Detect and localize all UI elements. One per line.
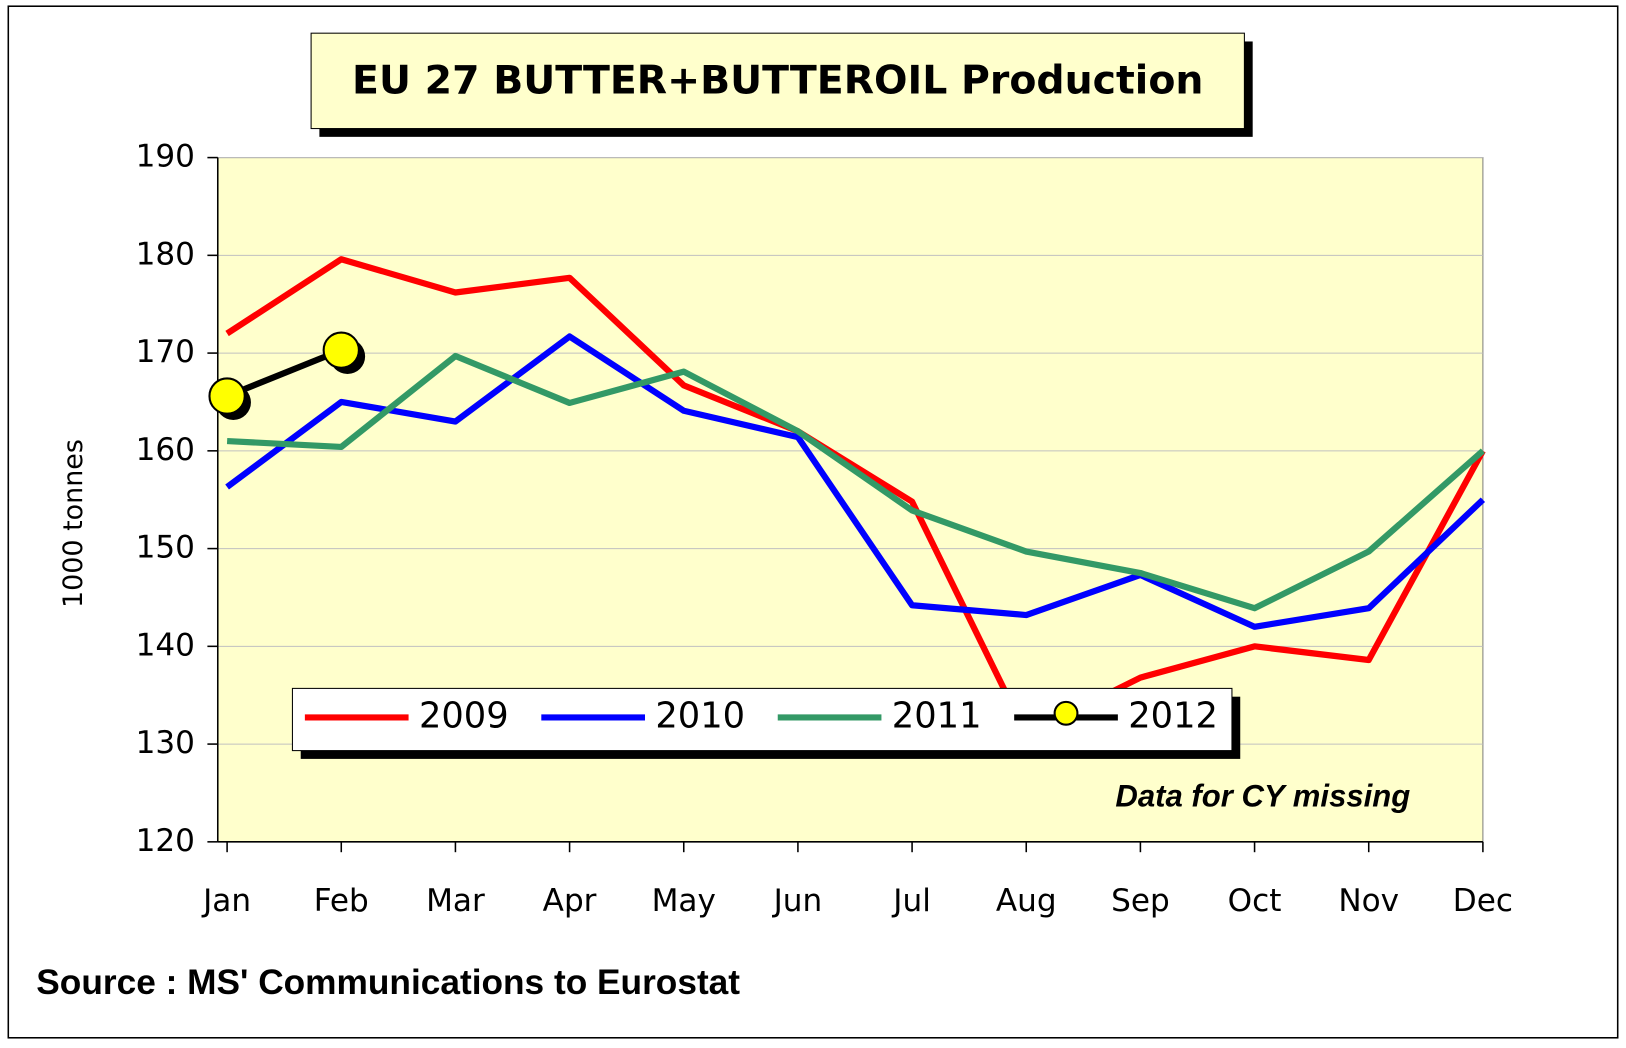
x-tick-label: Oct — [1228, 883, 1282, 919]
x-tick-label: Dec — [1453, 883, 1513, 919]
x-tick-label: Sep — [1111, 883, 1170, 919]
y-tick-label: 140 — [136, 627, 195, 663]
x-tick-label: Jul — [891, 883, 931, 919]
x-tick-label: Apr — [543, 883, 597, 919]
plot-area: 120 130 140 150 160 170 180 190 Jan Feb Mar Apr May J… — [136, 139, 1513, 919]
y-tick-label: 150 — [136, 530, 195, 566]
annotation: Data for CY missing — [1115, 779, 1410, 814]
y-tick-label: 130 — [136, 725, 195, 761]
y-axis-label: 1000 tonnes — [58, 439, 89, 608]
marker — [322, 331, 360, 369]
y-tick-label: 180 — [136, 236, 195, 272]
series-line — [226, 352, 1485, 612]
series-line — [225, 333, 1486, 630]
series-line — [225, 347, 343, 399]
legend-label: 2010 — [655, 695, 745, 736]
y-tick-label: 160 — [136, 432, 195, 468]
x-tick-label: May — [652, 883, 716, 919]
y-tick-label: 190 — [136, 139, 195, 175]
y-tick-label: 120 — [136, 823, 195, 859]
title-box — [310, 32, 1245, 130]
legend-label: 2009 — [419, 695, 509, 736]
source: Source : MS' Communications to Eurostat — [36, 963, 740, 1002]
y-tick-label: 170 — [136, 334, 195, 370]
legend-label: 2011 — [892, 695, 982, 736]
x-tick-label: Mar — [426, 883, 485, 919]
marker — [208, 377, 246, 415]
chart-title: EU 27 BUTTER+BUTTEROIL Production — [352, 57, 1203, 103]
legend-marker — [1053, 700, 1079, 726]
x-tick-label: Nov — [1338, 883, 1399, 919]
x-tick-label: Feb — [314, 883, 369, 919]
series-line — [225, 256, 1486, 738]
x-tick-label: Jan — [201, 883, 251, 919]
x-tick-label: Jun — [772, 883, 823, 919]
x-tick-label: Aug — [996, 883, 1057, 919]
legend-label: 2012 — [1128, 695, 1218, 736]
